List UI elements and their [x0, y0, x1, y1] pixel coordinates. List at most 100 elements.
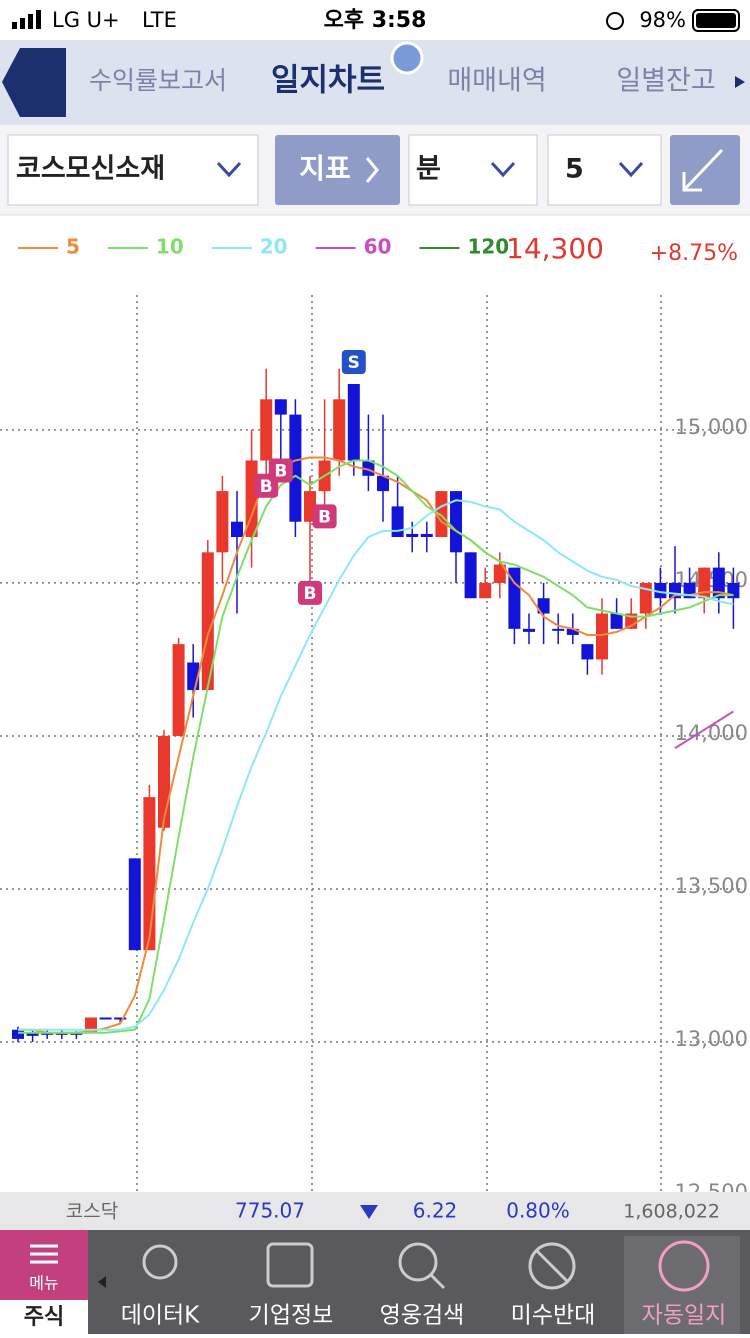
market-change: 6.22: [413, 1199, 458, 1223]
signal-badge-bg: [341, 349, 366, 374]
unit-select[interactable]: [408, 134, 538, 206]
legend: 5 10 20 60 120: [18, 235, 509, 259]
signal-badge-bg: [312, 504, 337, 529]
legend-label: 5: [66, 235, 80, 259]
candle-body: [435, 491, 448, 538]
candle-body: [610, 613, 623, 629]
signal-badge: B: [274, 462, 287, 482]
expand-icon: [682, 148, 724, 192]
candle-body: [566, 628, 579, 635]
market-index: 775.07: [235, 1199, 305, 1223]
battery-text: 98%: [639, 8, 686, 32]
candle-body: [493, 564, 506, 583]
candle-body: [581, 644, 594, 660]
nav-label[interactable]: 기업정보: [249, 1303, 334, 1329]
candle-body: [377, 475, 389, 492]
tab[interactable]: 일별잔고: [616, 66, 715, 97]
nav-label[interactable]: 영웅검색: [380, 1303, 465, 1329]
period-label: 5: [565, 154, 584, 185]
nav-icons: [142, 1242, 576, 1290]
tab-bar: [0, 40, 750, 125]
legend-label: 60: [364, 235, 392, 259]
candle-body: [143, 797, 156, 951]
ticker-bar: [0, 1192, 750, 1230]
dropdown-arrow: [618, 161, 644, 178]
plot: 12,50013,00013,50014,00014,50015,000BBBB…: [0, 349, 750, 1204]
dropdown-arrow: [490, 161, 516, 178]
section-tab[interactable]: [0, 1300, 88, 1334]
unit-label: 분: [416, 154, 441, 185]
tab[interactable]: 매매내역: [447, 66, 546, 97]
y-tick-label: 13,000: [675, 1027, 748, 1051]
candle-body: [26, 1032, 39, 1036]
signal-badge-bg: [298, 580, 322, 605]
market-rate: 0.80%: [506, 1199, 570, 1223]
candle-body: [12, 1029, 24, 1039]
menu-label: 메뉴: [29, 1274, 58, 1293]
candle-body: [537, 598, 550, 614]
nav-label[interactable]: 데이터K: [121, 1303, 200, 1329]
period-select[interactable]: [547, 134, 662, 206]
battery-level: [696, 13, 736, 28]
tab-arrow[interactable]: [735, 76, 745, 88]
tab-icon: [390, 41, 424, 75]
candle-body: [260, 399, 273, 461]
candle-body: [712, 567, 725, 599]
down-arrow: [360, 1205, 378, 1219]
candle-body: [347, 383, 360, 461]
nav-label[interactable]: 자동일지: [642, 1303, 727, 1329]
clock: 오후 3:58: [324, 8, 427, 33]
nav-icon-active: [658, 1240, 710, 1292]
signal-badge-bg: [268, 458, 293, 483]
candle-body: [698, 567, 711, 599]
network: LTE: [142, 8, 177, 32]
stock-name: 코스모신소재: [16, 154, 165, 185]
indicator-label: 지표: [299, 152, 351, 185]
stock-select[interactable]: [7, 134, 259, 206]
candle-body: [172, 644, 185, 736]
candle-body: [99, 1017, 112, 1020]
market-name: 코스닥: [66, 1201, 118, 1223]
candle-body: [231, 521, 243, 538]
nav-label[interactable]: 미수반대: [511, 1303, 596, 1329]
back-button[interactable]: [2, 48, 66, 117]
candle-body: [391, 506, 404, 538]
legend-label: 20: [260, 235, 288, 259]
candle-body: [289, 414, 302, 522]
candle-body: [201, 552, 214, 691]
candle-body: [523, 628, 535, 632]
candle-body: [464, 552, 477, 599]
footer: 코스닥 775.07 6.22 0.80% 1,608,022 메뉴 주식 데이…: [0, 1192, 750, 1334]
y-tick-label: 15,000: [675, 415, 748, 439]
menu-button[interactable]: [0, 1230, 88, 1300]
current-price: 14,300: [506, 232, 604, 265]
dropdown-arrow: [216, 161, 242, 178]
candle-body: [654, 582, 667, 599]
candle-body: [216, 491, 229, 553]
indicator-button[interactable]: [275, 135, 400, 205]
candle-body: [114, 1017, 127, 1020]
candle-body: [406, 533, 419, 538]
signal-icon: [12, 10, 41, 29]
ma-line: [674, 710, 734, 750]
candle-body: [552, 628, 565, 631]
market-volume: 1,608,022: [623, 1201, 720, 1223]
signal-badge: S: [348, 353, 360, 373]
menu-icon: [30, 1244, 58, 1264]
legend-label: 10: [156, 235, 184, 259]
tab[interactable]: 수익률보고서: [89, 66, 227, 95]
signal-badge: B: [304, 584, 317, 604]
candle-body: [420, 533, 433, 538]
lock-icon: [606, 12, 624, 30]
candle-body: [508, 567, 521, 629]
tab-active[interactable]: 일지차트: [271, 63, 385, 99]
nav-active-bg: [624, 1236, 740, 1334]
signal-badge: B: [260, 477, 273, 497]
carrier: LG U+: [52, 8, 120, 32]
candle-body: [274, 399, 287, 415]
ma-line: [18, 459, 734, 1034]
signal-badge: B: [318, 507, 331, 527]
section-label: 주식: [24, 1305, 64, 1330]
nav-left[interactable]: [98, 1276, 106, 1288]
indicator-arrow: [365, 157, 379, 183]
